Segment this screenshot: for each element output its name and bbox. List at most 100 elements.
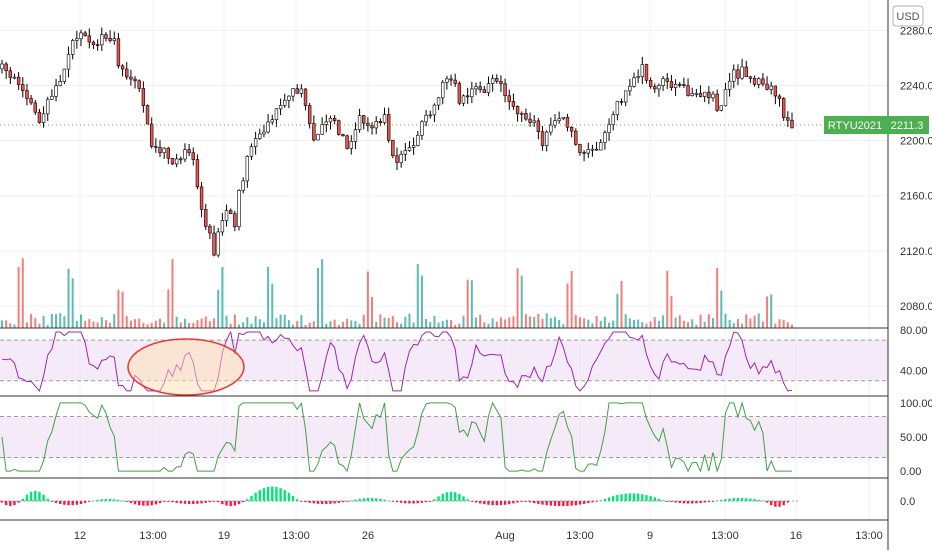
volume-bar xyxy=(470,280,473,328)
volume-bar xyxy=(80,314,82,328)
volume-bar xyxy=(358,323,361,328)
volume-bar xyxy=(782,319,785,328)
candle-body xyxy=(154,146,158,148)
volume-bar xyxy=(774,323,777,328)
osc-bar xyxy=(129,501,133,504)
osc-bar xyxy=(271,486,274,501)
osc-bar xyxy=(13,501,16,506)
candle-body xyxy=(79,32,83,40)
volume-bar xyxy=(21,258,24,328)
volume-bar xyxy=(736,319,739,328)
volume-bar xyxy=(267,266,270,328)
osc-bar xyxy=(549,501,553,506)
candle-body xyxy=(332,117,337,121)
osc-bar xyxy=(699,501,702,504)
volume-bar xyxy=(533,316,536,328)
osc-bar xyxy=(628,493,632,501)
candle-body xyxy=(183,149,187,160)
volume-bar xyxy=(217,289,220,328)
candle-body xyxy=(386,114,391,141)
volume-bar xyxy=(633,319,635,328)
volume-bar xyxy=(545,313,548,328)
osc-bar xyxy=(370,497,374,501)
volume-bar xyxy=(578,317,581,328)
volume-bar xyxy=(163,322,166,328)
osc-bar xyxy=(275,486,278,501)
osc-bar xyxy=(582,501,586,504)
volume-bar xyxy=(425,318,428,328)
osc-bar xyxy=(691,501,694,504)
candle-body xyxy=(511,101,516,107)
volume-bar xyxy=(121,291,124,328)
candle-body xyxy=(312,123,316,141)
osc-bar xyxy=(499,501,503,506)
candle-body xyxy=(228,210,233,215)
volume-bar xyxy=(208,321,211,328)
volume-bar xyxy=(666,270,669,328)
candle-body xyxy=(528,118,532,123)
candle-body xyxy=(187,149,191,154)
osc-bar xyxy=(649,496,652,501)
osc-bar xyxy=(624,493,627,501)
candle-body xyxy=(615,101,620,116)
candle-body xyxy=(781,98,786,118)
osc-bar xyxy=(740,497,744,501)
volume-bar xyxy=(508,317,511,328)
volume-bar xyxy=(566,283,569,328)
volume-bar xyxy=(562,324,565,328)
time-tick-label: Aug xyxy=(495,530,515,542)
stoch-tick-label: 0.00 xyxy=(900,466,921,478)
osc-bar xyxy=(774,501,777,507)
volume-bar xyxy=(9,323,12,328)
osc-bar xyxy=(291,495,295,501)
candle-body xyxy=(149,123,154,147)
volume-bar xyxy=(691,319,694,328)
candle-body xyxy=(125,68,129,78)
osc-bar xyxy=(520,501,523,502)
candle-body xyxy=(486,83,491,93)
candle-body xyxy=(690,93,694,96)
price-tick-label: 2200.0 xyxy=(900,136,932,148)
candle-body xyxy=(407,147,412,151)
volume-bar xyxy=(728,319,731,328)
osc-bar xyxy=(545,501,548,506)
volume-bar xyxy=(13,324,16,328)
candle-body xyxy=(453,79,457,84)
candle-body xyxy=(665,78,669,82)
candle-body xyxy=(582,152,586,154)
volume-bar xyxy=(262,322,265,328)
volume-bar xyxy=(75,320,78,328)
volume-bar xyxy=(712,318,714,328)
candle-body xyxy=(291,88,295,97)
volume-bar xyxy=(271,283,274,328)
candle-body xyxy=(748,76,753,79)
candle-body xyxy=(520,112,524,115)
osc-bar xyxy=(54,501,58,503)
osc-bar xyxy=(258,490,261,501)
osc-bar xyxy=(46,498,49,501)
volume-bar xyxy=(574,314,577,328)
volume-bar xyxy=(150,323,153,328)
volume-bar xyxy=(350,320,353,328)
osc-bar xyxy=(67,501,70,506)
osc-bar xyxy=(150,501,153,506)
candle-body xyxy=(395,155,399,163)
volume-bar xyxy=(46,324,49,328)
osc-bar xyxy=(424,501,428,503)
volume-bar xyxy=(570,270,573,328)
osc-bar xyxy=(34,490,37,501)
volume-bar xyxy=(645,323,648,328)
volume-bar xyxy=(516,268,519,328)
currency-chip[interactable]: USD xyxy=(892,5,924,27)
osc-bar xyxy=(167,501,170,502)
candle-body xyxy=(241,180,245,191)
volume-bar xyxy=(703,321,706,328)
candle-body xyxy=(37,111,42,123)
volume-bar xyxy=(620,280,623,328)
volume-bar xyxy=(50,313,53,328)
volume-bar xyxy=(741,323,744,328)
osc-bar xyxy=(578,501,582,505)
candle-body xyxy=(711,93,715,99)
